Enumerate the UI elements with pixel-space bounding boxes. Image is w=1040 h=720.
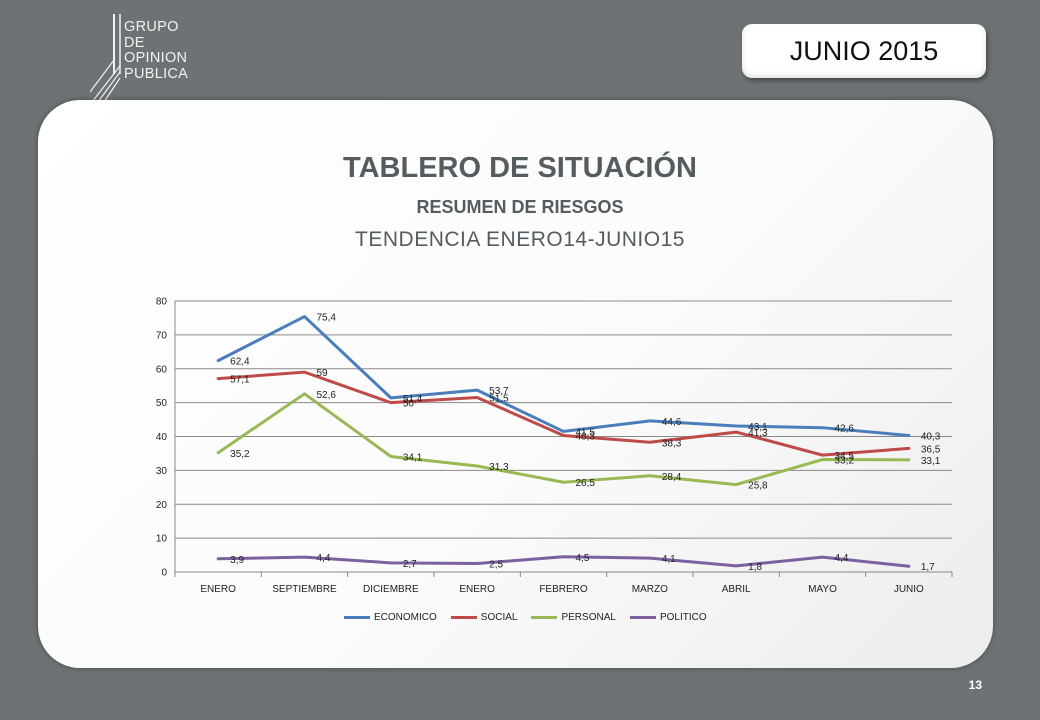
page-subtitle: RESUMEN DE RIESGOS	[416, 197, 624, 217]
month-badge: JUNIO 2015	[742, 24, 986, 78]
series-line-politico	[216, 555, 911, 568]
y-tick-label: 40	[156, 432, 168, 443]
y-tick-label: 70	[156, 330, 168, 341]
data-label: 1,8	[748, 562, 762, 573]
data-label: 44,6	[662, 417, 682, 428]
y-tick-label: 80	[156, 297, 168, 308]
page-period: TENDENCIA ENERO14-JUNIO15	[355, 228, 685, 251]
data-label: 34,1	[403, 452, 423, 463]
data-label: 41,3	[748, 428, 768, 439]
data-label: 40,3	[576, 431, 596, 442]
logo-line: GRUPO	[124, 19, 179, 35]
x-tick-label: JUNIO	[894, 584, 924, 595]
data-label: 3,9	[230, 555, 244, 566]
data-label: 33,1	[921, 456, 941, 467]
legend-swatch	[344, 616, 370, 619]
legend-label: ECONOMICO	[374, 612, 437, 623]
logo-mark	[90, 14, 121, 103]
data-label: 43,1	[748, 422, 768, 433]
logo-line: OPINION	[124, 50, 188, 66]
y-tick-label: 60	[156, 364, 168, 375]
data-label: 28,4	[662, 472, 682, 483]
page-title: TABLERO DE SITUACIÓN	[343, 152, 697, 184]
data-label: 41,5	[576, 427, 596, 438]
data-label: 36,5	[921, 444, 941, 455]
data-label: 4,1	[662, 554, 676, 565]
data-label: 33,2	[835, 456, 855, 467]
data-label: 26,5	[576, 478, 596, 489]
data-label: 2,5	[489, 560, 503, 571]
data-label: 4,4	[835, 553, 849, 564]
legend-swatch	[450, 616, 477, 619]
legend-swatch	[531, 616, 558, 619]
data-label: 2,7	[403, 559, 417, 570]
content-card	[38, 100, 993, 668]
x-tick-label: FEBRERO	[539, 584, 588, 595]
data-label: 4,5	[576, 553, 590, 564]
x-tick-label: MAYO	[808, 584, 837, 595]
x-tick-label: MARZO	[632, 584, 668, 595]
page-number: 13	[968, 678, 982, 692]
legend-item: POLITICO	[629, 612, 707, 623]
data-label: 1,7	[921, 562, 935, 573]
legend-item: PERSONAL	[531, 612, 616, 623]
x-tick-label: ENERO	[200, 584, 236, 595]
x-tick-label: DICIEMBRE	[363, 584, 419, 595]
logo-text: GRUPO DE OPINION PUBLICA	[124, 19, 189, 82]
data-label: 62,4	[230, 357, 250, 368]
series-line-social	[216, 370, 911, 457]
data-label: 52,6	[317, 390, 337, 401]
legend-label: SOCIAL	[480, 612, 518, 623]
y-tick-label: 20	[156, 500, 168, 511]
series-line-economico	[216, 315, 911, 437]
legend-label: PERSONAL	[561, 612, 616, 623]
x-tick-label: ABRIL	[722, 584, 751, 595]
legend-swatch	[629, 616, 656, 619]
legend-label: POLITICO	[659, 612, 707, 623]
y-tick-label: 0	[161, 568, 167, 579]
chart-legend: ECONOMICO SOCIAL PERSONAL POLITICO	[344, 612, 707, 623]
series-line-personal	[216, 392, 911, 487]
data-label: 50	[403, 399, 415, 410]
data-label: 4,4	[317, 553, 331, 564]
legend-item: SOCIAL	[450, 612, 518, 623]
data-label: 51,4	[403, 394, 423, 405]
y-tick-label: 30	[156, 466, 168, 477]
x-tick-label: SEPTIEMBRE	[272, 584, 337, 595]
y-tick-label: 10	[156, 534, 168, 545]
data-label: 57,1	[230, 375, 250, 386]
logo-line: PUBLICA	[124, 65, 189, 82]
data-label: 42,6	[835, 424, 855, 435]
logo-line: DE	[124, 34, 145, 51]
data-label: 51,5	[489, 394, 509, 405]
x-tick-label: ENERO	[459, 584, 495, 595]
data-label: 40,3	[921, 431, 941, 442]
data-label: 53,7	[489, 386, 509, 397]
data-label: 38,3	[662, 438, 682, 449]
y-tick-label: 50	[156, 398, 168, 409]
data-label: 34,5	[835, 451, 855, 462]
data-label: 25,8	[748, 481, 768, 492]
legend-item: ECONOMICO	[344, 612, 437, 623]
data-label: 75,4	[317, 313, 337, 324]
data-label: 59	[317, 368, 329, 379]
data-label: 35,2	[230, 449, 250, 460]
data-label: 31,3	[489, 462, 509, 473]
